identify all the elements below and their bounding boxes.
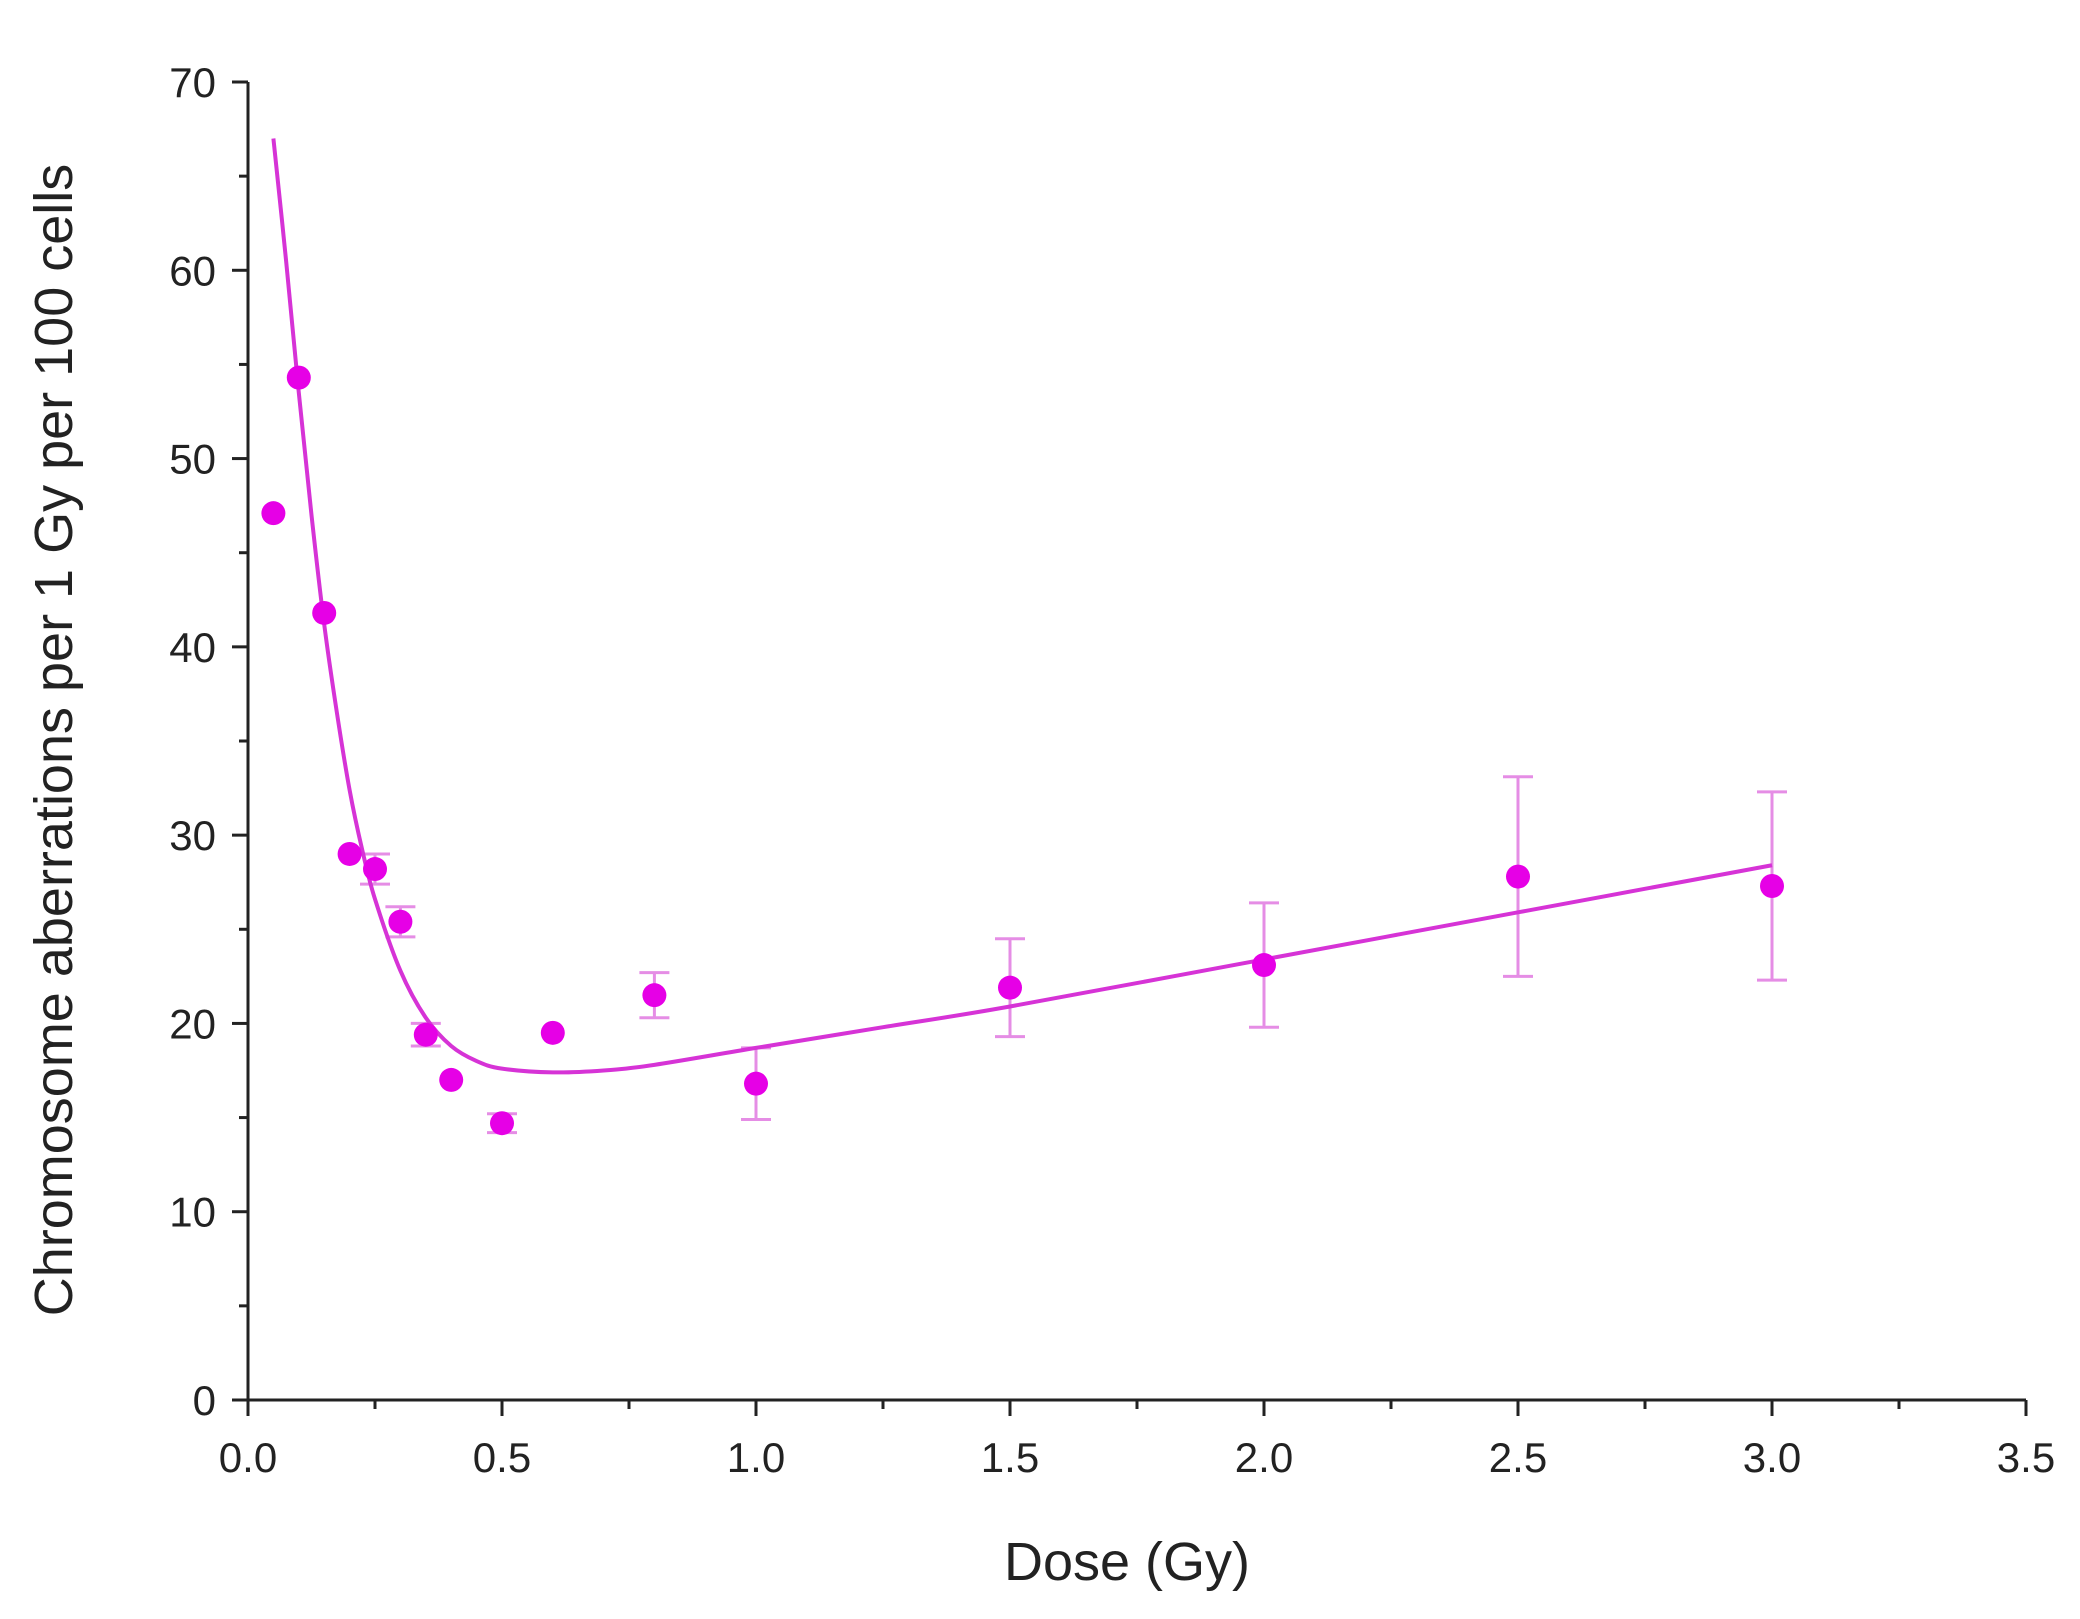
y-tick-label: 0	[193, 1377, 216, 1424]
y-tick-label: 60	[169, 247, 216, 294]
data-point	[1252, 953, 1276, 978]
y-tick-label: 40	[169, 624, 216, 671]
x-tick-label: 2.0	[1235, 1434, 1293, 1481]
ticks: 0.0 0.5 1.0 1.5 2.0 2.5 3.0 3.5 0 10 20 30 40 50 60 70	[169, 59, 2055, 1481]
y-tick-label: 20	[169, 1000, 216, 1047]
axes	[246, 82, 2026, 1402]
y-axis-title: Chromosome aberrations per 1 Gy per 100 …	[24, 164, 84, 1317]
data-point	[363, 857, 387, 882]
data-point	[998, 975, 1022, 1000]
y-tick-label: 50	[169, 436, 216, 483]
data-point	[261, 501, 286, 526]
error-bars	[360, 775, 1787, 1135]
x-tick-label: 3.5	[1997, 1434, 2055, 1481]
x-axis-title: Dose (Gy)	[1004, 1532, 1250, 1592]
x-tick-label: 0.5	[473, 1434, 531, 1481]
x-tick-label: 3.0	[1743, 1434, 1801, 1481]
fit-curve	[271, 138, 1773, 1075]
data-point	[312, 600, 337, 625]
data-point	[490, 1111, 514, 1136]
data-point	[286, 365, 311, 390]
data-points	[261, 365, 1784, 1136]
x-tick-label: 2.5	[1489, 1434, 1547, 1481]
y-tick-label: 10	[169, 1189, 216, 1236]
data-point	[1506, 864, 1530, 889]
x-tick-label: 0.0	[219, 1434, 277, 1481]
data-point	[540, 1020, 565, 1045]
y-tick-label: 30	[169, 812, 216, 859]
data-point	[337, 841, 362, 866]
y-tick-label: 70	[169, 59, 216, 106]
x-tick-label: 1.5	[981, 1434, 1039, 1481]
data-point	[388, 909, 413, 934]
data-point	[1760, 873, 1784, 898]
data-point	[439, 1067, 464, 1092]
fit-curve-layer	[271, 138, 1773, 1075]
data-point	[413, 1022, 438, 1047]
data-point	[642, 983, 667, 1008]
x-tick-label: 1.0	[727, 1434, 785, 1481]
data-point	[744, 1071, 768, 1096]
